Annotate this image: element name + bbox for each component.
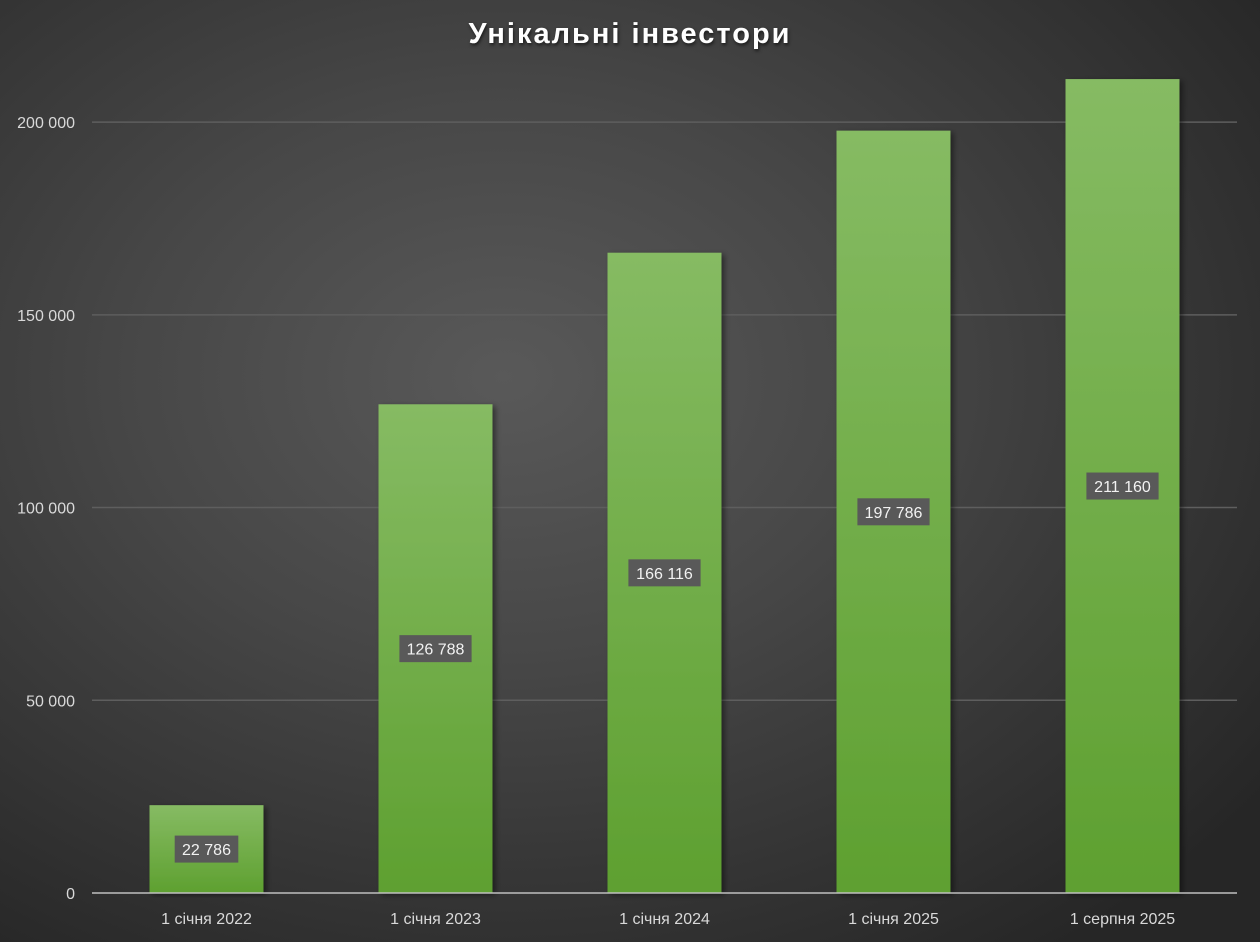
data-label: 166 116 — [636, 566, 693, 583]
data-label: 126 788 — [407, 642, 465, 659]
x-tick-label: 1 січня 2024 — [619, 911, 710, 928]
chart-title: Унікальні інвестори — [468, 18, 792, 50]
data-label-box — [399, 635, 472, 663]
data-label: 197 786 — [865, 505, 923, 522]
y-tick-label: 50 000 — [26, 693, 75, 710]
data-label: 22 786 — [182, 842, 231, 859]
data-label: 211 160 — [1094, 479, 1151, 496]
data-label-box — [174, 835, 239, 863]
x-tick-label: 1 серпня 2025 — [1070, 911, 1175, 928]
x-tick-label: 1 січня 2022 — [161, 911, 252, 928]
y-tick-label: 0 — [66, 886, 75, 903]
data-label-box — [628, 559, 701, 587]
x-tick-label: 1 січня 2025 — [848, 911, 939, 928]
y-tick-label: 150 000 — [17, 308, 75, 325]
x-tick-label: 1 січня 2023 — [390, 911, 481, 928]
data-label-box — [857, 498, 930, 526]
y-tick-label: 100 000 — [17, 501, 75, 518]
y-tick-label: 200 000 — [17, 115, 75, 132]
data-label-box — [1086, 472, 1159, 500]
